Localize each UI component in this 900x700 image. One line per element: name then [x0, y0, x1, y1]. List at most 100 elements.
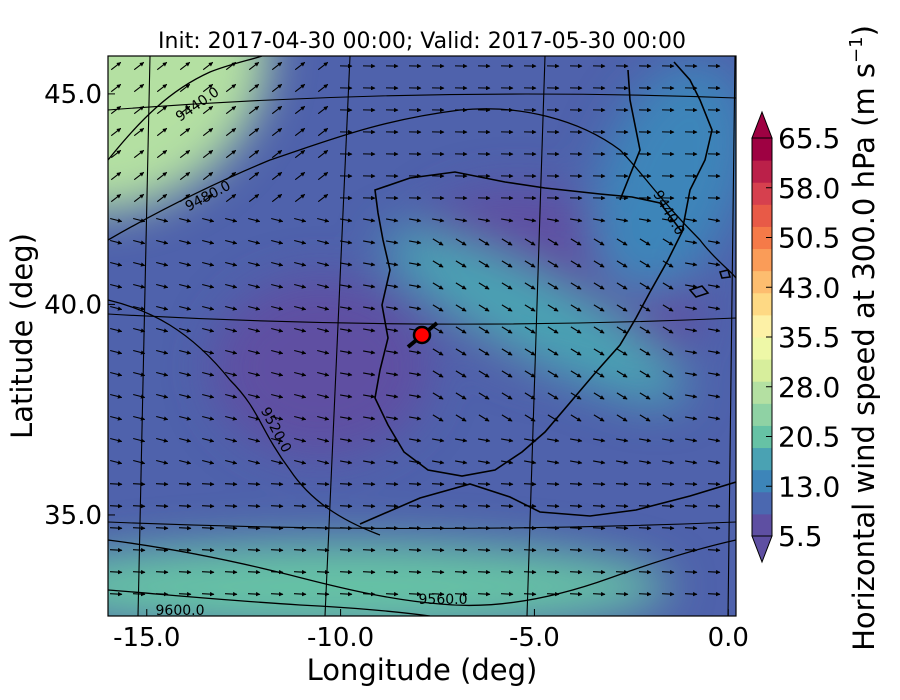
wind-arrow	[638, 525, 652, 531]
wind-arrow	[224, 547, 238, 553]
wind-arrow	[570, 326, 582, 334]
wind-arrow	[248, 149, 260, 159]
wind-arrow	[707, 350, 721, 355]
wind-arrow	[362, 394, 376, 399]
wind-arrow	[478, 370, 490, 378]
wind-arrow	[293, 525, 307, 531]
wind-arrow	[362, 328, 376, 333]
wind-arrow	[546, 547, 560, 553]
colorbar-swatch	[752, 182, 772, 205]
wind-arrow	[339, 591, 353, 597]
wind-arrow	[294, 283, 307, 289]
wind-arrow	[317, 83, 329, 93]
wind-arrow	[408, 350, 422, 355]
wind-arrow	[294, 327, 307, 333]
wind-arrow	[179, 327, 192, 333]
wind-arrow	[707, 240, 721, 245]
wind-arrow	[339, 481, 353, 487]
wind-arrow	[156, 283, 169, 289]
wind-arrow	[524, 414, 536, 422]
wind-arrow	[408, 394, 422, 399]
wind-arrow	[316, 569, 330, 575]
wind-arrow	[385, 350, 399, 355]
wind-arrow	[317, 327, 330, 333]
wind-arrow	[225, 105, 237, 115]
wind-arrow	[546, 438, 560, 443]
wind-arrow	[592, 503, 606, 509]
wind-arrow	[248, 171, 260, 181]
wind-arrow	[478, 282, 490, 290]
wind-arrow	[248, 415, 261, 421]
wind-arrow	[547, 370, 559, 378]
wind-arrow	[500, 591, 514, 597]
wind-arrow	[133, 393, 146, 399]
wind-arrow	[592, 591, 606, 597]
wind-arrow	[362, 438, 376, 443]
wind-arrow	[224, 569, 238, 575]
wind-arrow	[202, 105, 214, 115]
wind-arrow	[432, 414, 444, 422]
wind-arrow	[432, 370, 444, 378]
wind-arrow	[156, 105, 168, 115]
wind-arrow	[639, 370, 651, 378]
wind-arrow	[408, 240, 422, 245]
wind-arrow	[179, 305, 192, 311]
colorbar-tick-label: 28.0	[778, 371, 840, 404]
wind-arrow	[500, 525, 514, 531]
wind-arrow	[592, 547, 606, 553]
wind-arrow	[202, 61, 214, 71]
wind-arrow	[110, 149, 122, 159]
wind-arrow	[523, 503, 537, 509]
wind-arrow	[294, 217, 307, 223]
colorbar-swatch	[752, 359, 772, 382]
wind-arrow	[225, 327, 238, 333]
wind-arrow	[110, 105, 122, 115]
wind-arrow	[224, 481, 238, 487]
wind-arrow	[478, 392, 490, 400]
wind-arrow	[202, 217, 215, 223]
wind-arrow	[362, 416, 376, 421]
wind-arrow	[408, 460, 422, 465]
wind-arrow	[707, 591, 721, 597]
wind-arrow	[109, 569, 123, 575]
wind-arrow	[524, 238, 536, 246]
wind-arrow	[501, 238, 513, 246]
wind-arrow	[271, 193, 283, 203]
wind-arrow	[408, 306, 422, 311]
wind-arrow	[271, 371, 284, 377]
wind-arrow	[179, 459, 192, 465]
wind-arrow	[110, 459, 123, 465]
wind-arrow	[593, 238, 605, 246]
wind-arrow	[317, 239, 330, 245]
wind-arrow	[478, 414, 490, 422]
wind-arrow	[547, 304, 559, 312]
wind-arrow	[661, 481, 675, 487]
wind-arrow	[385, 372, 399, 377]
wind-arrow	[202, 193, 214, 203]
wind-arrow	[248, 459, 261, 465]
wind-arrow	[408, 372, 422, 377]
wind-arrow	[248, 61, 260, 71]
wind-arrow	[179, 371, 192, 377]
wind-arrow	[431, 481, 445, 487]
wind-arrow	[202, 261, 215, 267]
wind-arrow	[662, 304, 674, 312]
wind-arrow	[592, 460, 606, 465]
wind-arrow	[201, 547, 215, 553]
wind-arrow	[225, 393, 238, 399]
wind-arrow	[201, 569, 215, 575]
wind-arrow	[133, 415, 146, 421]
wind-arrow	[270, 481, 284, 487]
wind-arrow	[271, 239, 284, 245]
wind-arrow	[179, 217, 192, 223]
wind-arrow	[638, 460, 652, 465]
wind-arrow	[317, 193, 329, 203]
wind-arrow	[317, 283, 330, 289]
wind-arrow	[523, 591, 537, 597]
wind-arrow	[684, 481, 698, 487]
wind-arrow	[546, 503, 560, 509]
wind-arrow	[271, 83, 283, 93]
x-axis-ticks: -15.0 -10.0 -5.0 0.0	[113, 609, 749, 653]
wind-arrow	[408, 525, 422, 531]
y-tick-label: 45.0	[44, 80, 102, 110]
